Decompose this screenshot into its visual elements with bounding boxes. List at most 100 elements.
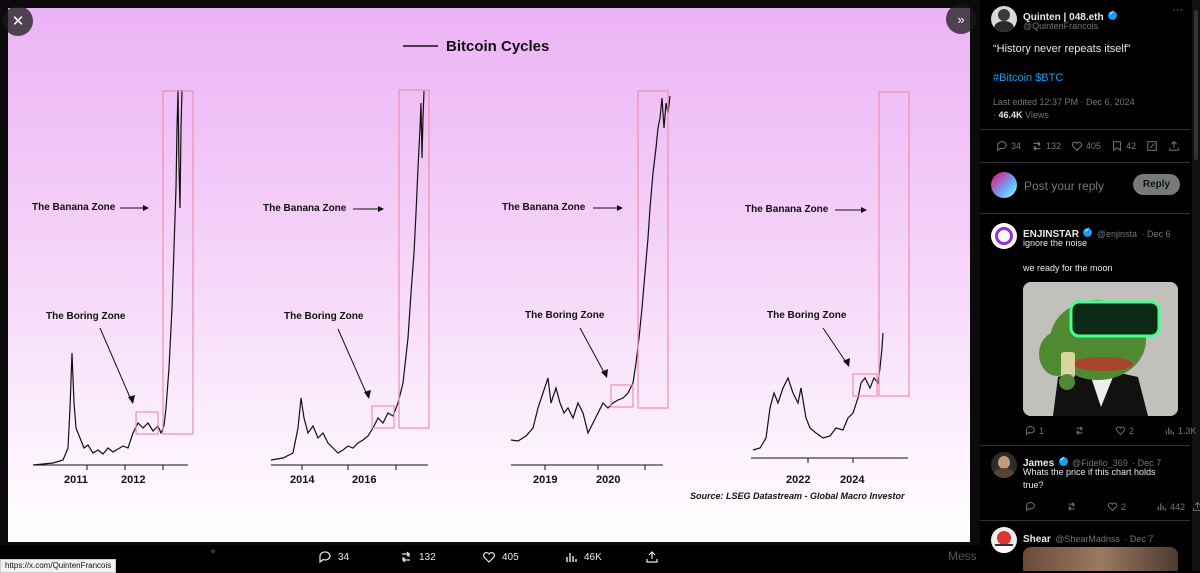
scroll-thumb[interactable]: [1194, 10, 1198, 160]
my-avatar[interactable]: [991, 172, 1017, 198]
avatar[interactable]: [991, 6, 1017, 32]
reply-stats: 2 442: [1025, 501, 1200, 512]
reply-header: ENJINSTAR @enjinsta · Dec 6: [1023, 224, 1170, 242]
like-stat[interactable]: 405: [1071, 140, 1101, 152]
boring-zone-label: The Boring Zone: [46, 311, 126, 322]
repost-icon: [1068, 502, 1075, 511]
divider: [980, 445, 1190, 446]
messages-drawer-label[interactable]: Mess: [948, 549, 977, 563]
views-icon: [1165, 427, 1175, 435]
repost-stat[interactable]: 132: [1031, 140, 1061, 152]
post-edited[interactable]: Last edited 12:37 PM · Dec 6, 2024: [993, 97, 1135, 107]
reply-date[interactable]: · Dec 7: [1124, 534, 1154, 544]
year-label: 2012: [121, 474, 145, 486]
divider: [980, 213, 1190, 214]
reply-handle[interactable]: @ShearMadnss: [1055, 534, 1120, 544]
like-count: 405: [1086, 141, 1102, 151]
reply-author[interactable]: Shear: [1023, 534, 1051, 545]
banana-zone-box: [398, 89, 430, 429]
arrow-head: [861, 207, 867, 213]
bookmark-stat[interactable]: 42: [1111, 140, 1136, 152]
media-viewer: Bitcoin Cycles The Banana Zone The Borin…: [0, 0, 980, 573]
reply-image[interactable]: [1023, 282, 1178, 416]
banana-zone-box: [637, 90, 669, 409]
reply-author[interactable]: ENJINSTAR: [1023, 229, 1079, 240]
share-icon: [1193, 501, 1200, 511]
bookmark-count: 42: [1126, 141, 1137, 151]
arrow-head: [128, 395, 135, 404]
share-icon: [646, 551, 658, 563]
views-count: 46K: [584, 551, 602, 563]
repost-count: 132: [1046, 141, 1062, 151]
reply-author[interactable]: James: [1023, 458, 1055, 469]
reply-header: Shear @ShearMadnss · Dec 7: [1023, 529, 1153, 547]
reply-action[interactable]: 34: [318, 548, 349, 566]
reply-handle[interactable]: @Fidelio_369: [1072, 458, 1128, 468]
scrollbar[interactable]: [1192, 0, 1200, 571]
post-stats: 34 132 405 42: [996, 140, 1180, 152]
views-stat[interactable]: 442: [1156, 501, 1200, 512]
reply-count: 1: [1039, 425, 1045, 436]
post-hashtags[interactable]: #Bitcoin $BTC: [993, 72, 1064, 84]
views-action[interactable]: 46K: [564, 548, 602, 566]
author-name[interactable]: Quinten | 048.eth: [1023, 12, 1104, 23]
heart-icon: [1107, 502, 1118, 512]
repost-stat[interactable]: [1066, 501, 1077, 512]
reply-input[interactable]: [1022, 176, 1126, 196]
chevron-right-icon: »: [957, 11, 965, 27]
verified-icon: [1083, 226, 1093, 238]
reply-stat[interactable]: 1: [1025, 425, 1044, 436]
reply-icon: [319, 551, 331, 564]
price-line: [510, 95, 671, 442]
reply-avatar[interactable]: [991, 527, 1017, 553]
reply-button[interactable]: Reply: [1133, 174, 1180, 195]
year-label: 2019: [533, 474, 557, 486]
reply-image-preview[interactable]: [1023, 547, 1178, 571]
repost-icon: [402, 551, 410, 563]
bitcoin-cycles-chart: Bitcoin Cycles The Banana Zone The Borin…: [32, 38, 910, 501]
repost-icon: [1033, 141, 1041, 151]
views-stat[interactable]: 1.3K: [1164, 425, 1200, 436]
author-handle[interactable]: @QuintenFrancois: [1023, 21, 1099, 31]
year-label: 2020: [596, 474, 620, 486]
arrow-head: [601, 369, 608, 378]
like-stat[interactable]: 2: [1115, 425, 1134, 436]
price-line: [32, 89, 183, 466]
share-icon[interactable]: [1168, 140, 1180, 152]
year-label: 2011: [64, 474, 88, 486]
like-action[interactable]: 405: [482, 548, 519, 566]
banana-zone-label: The Banana Zone: [32, 202, 116, 213]
repost-count: 132: [419, 551, 436, 563]
arrow-head: [364, 390, 371, 399]
bookmark-icon: [1113, 141, 1122, 152]
reply-stat[interactable]: 34: [996, 140, 1021, 152]
reply-avatar[interactable]: [991, 223, 1017, 249]
reply-icon: [1026, 426, 1035, 436]
share-action[interactable]: [645, 548, 659, 566]
expand-panel-button[interactable]: »: [946, 4, 976, 34]
reply-date[interactable]: · Dec 6: [1141, 229, 1171, 239]
repost-action[interactable]: 132: [399, 548, 436, 566]
banana-zone-box: [162, 90, 194, 435]
close-button[interactable]: ✕: [3, 6, 33, 36]
divider: [980, 520, 1190, 521]
reply-date[interactable]: · Dec 7: [1132, 458, 1162, 468]
post-views: · 46.4K Views: [993, 110, 1049, 120]
banana-zone-label: The Banana Zone: [502, 202, 586, 213]
author-row: Quinten | 048.eth: [1023, 7, 1118, 25]
heart-icon: [1071, 141, 1083, 152]
repost-stat[interactable]: [1074, 425, 1085, 436]
reply-handle[interactable]: @enjinsta: [1096, 229, 1138, 239]
edit-icon[interactable]: [1146, 140, 1158, 152]
boring-zone-label: The Boring Zone: [525, 310, 605, 321]
reply-avatar[interactable]: [991, 452, 1017, 478]
views-count: 1.3K: [1178, 425, 1197, 436]
ghost-background: ●: [210, 546, 217, 557]
like-stat[interactable]: 2: [1107, 501, 1126, 512]
verified-icon: [1058, 455, 1068, 467]
reply-stat[interactable]: [1025, 501, 1036, 512]
boring-zone-label: The Boring Zone: [767, 310, 847, 321]
banana-zone-box: [878, 91, 910, 397]
more-icon[interactable]: ···: [1172, 4, 1183, 16]
reply-text: ignore the noise: [1023, 238, 1088, 248]
